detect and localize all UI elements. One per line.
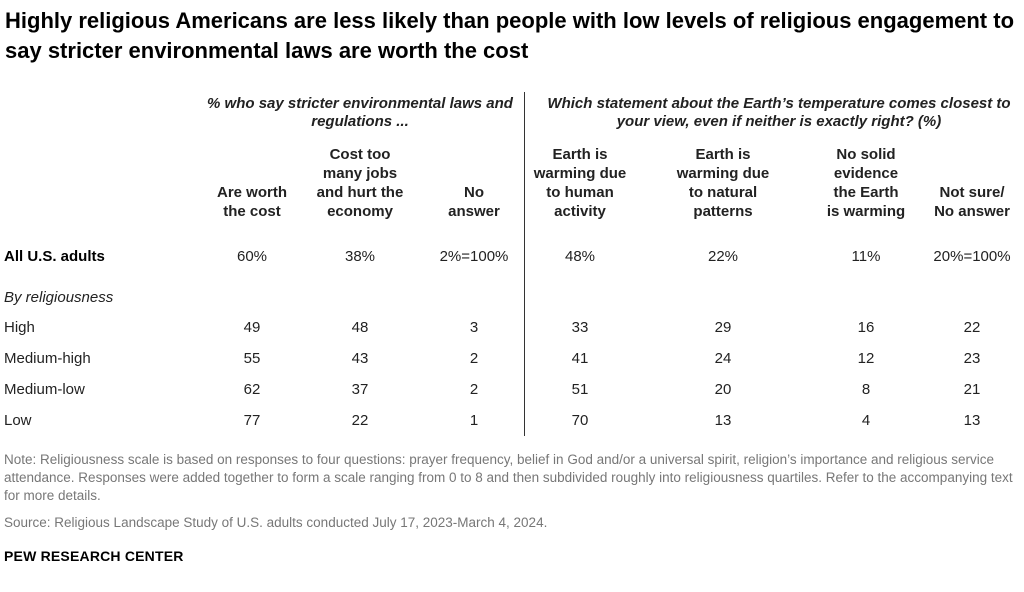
column-header-line: is warming	[826, 203, 906, 220]
column-header-line: Cost too	[329, 146, 391, 163]
column-header-line: No	[464, 184, 484, 201]
column-header-line: economy	[327, 203, 393, 220]
column-header-line: evidence	[833, 165, 899, 182]
column-header-no-answer-laws: No answer	[434, 141, 514, 221]
cell-medium-low-cost-jobs: 37	[351, 381, 369, 398]
column-header-line: No answer	[934, 203, 1010, 220]
column-header-line: warming due	[533, 165, 627, 182]
cell-high-no-answer-laws: 3	[469, 319, 479, 336]
cell-medium-high-worth-cost: 55	[243, 350, 261, 367]
cell-medium-high-not-sure: 23	[963, 350, 981, 367]
column-header-line: many jobs	[322, 165, 398, 182]
row-label-all-us-adults: All U.S. adults	[4, 248, 105, 265]
cell-high-worth-cost: 49	[243, 319, 261, 336]
column-header-natural-patterns: Earth is warming due to natural patterns	[663, 141, 783, 221]
row-label-low: Low	[4, 412, 32, 429]
cell-low-no-evidence: 4	[861, 412, 871, 429]
chart-title: Highly religious Americans are less like…	[5, 8, 1015, 63]
cell-low-not-sure: 13	[963, 412, 981, 429]
cell-low-human-activity: 70	[571, 412, 589, 429]
column-header-line: answer	[448, 203, 500, 220]
cell-all-us-adults-cost-jobs: 38%	[344, 248, 376, 265]
cell-low-no-answer-laws: 1	[469, 412, 479, 429]
column-header-line: the cost	[223, 203, 281, 220]
column-header-line: to natural	[688, 184, 758, 201]
column-divider	[524, 92, 525, 436]
cell-high-human-activity: 33	[571, 319, 589, 336]
column-header-line: No solid	[836, 146, 896, 163]
cell-medium-low-not-sure: 21	[963, 381, 981, 398]
cell-medium-high-human-activity: 41	[571, 350, 589, 367]
cell-medium-high-no-answer-laws: 2	[469, 350, 479, 367]
cell-high-cost-jobs: 48	[351, 319, 369, 336]
cell-all-us-adults-worth-cost: 60%	[236, 248, 268, 265]
column-header-line: Earth is	[552, 146, 608, 163]
brand-logo-text: PEW RESEARCH CENTER	[4, 548, 184, 564]
column-header-line: activity	[554, 203, 606, 220]
cell-low-natural-patterns: 13	[714, 412, 732, 429]
column-header-no-evidence: No solid evidence the Earth is warming	[806, 141, 926, 221]
chart-note: Note: Religiousness scale is based on re…	[4, 452, 1013, 503]
column-header-cost-jobs: Cost too many jobs and hurt the economy	[305, 141, 415, 221]
row-label-medium-high: Medium-high	[4, 350, 91, 367]
cell-all-us-adults-no-answer-laws: 2%=100%	[439, 248, 509, 265]
cell-high-natural-patterns: 29	[714, 319, 732, 336]
cell-medium-low-no-evidence: 8	[861, 381, 871, 398]
column-header-line: Not sure/	[939, 184, 1005, 201]
column-header-line: Are worth	[216, 184, 287, 201]
cell-medium-high-cost-jobs: 43	[351, 350, 369, 367]
cell-low-cost-jobs: 22	[351, 412, 369, 429]
column-header-line: Earth is	[695, 146, 751, 163]
cell-all-us-adults-not-sure: 20%=100%	[933, 248, 1011, 265]
cell-all-us-adults-human-activity: 48%	[564, 248, 596, 265]
column-header-line: warming due	[676, 165, 770, 182]
cell-medium-high-natural-patterns: 24	[714, 350, 732, 367]
cell-high-no-evidence: 16	[857, 319, 875, 336]
column-header-line: patterns	[693, 203, 753, 220]
cell-high-not-sure: 22	[963, 319, 981, 336]
column-header-line: to human	[546, 184, 614, 201]
cell-all-us-adults-natural-patterns: 22%	[707, 248, 739, 265]
cell-medium-low-worth-cost: 62	[243, 381, 261, 398]
row-label-high: High	[4, 319, 35, 336]
column-header-not-sure: Not sure/No answer	[917, 141, 1024, 221]
cell-medium-low-no-answer-laws: 2	[469, 381, 479, 398]
section-label-religiousness: By religiousness	[4, 289, 114, 306]
group-header-earth-temperature: Which statement about the Earth’s temper…	[547, 95, 1011, 130]
cell-all-us-adults-no-evidence: 11%	[851, 248, 881, 265]
cell-low-worth-cost: 77	[243, 412, 261, 429]
cell-medium-low-natural-patterns: 20	[714, 381, 732, 398]
column-header-worth-cost: Are worth the cost	[197, 141, 307, 221]
column-header-line: the Earth	[833, 184, 899, 201]
column-header-line: and hurt the	[316, 184, 404, 201]
cell-medium-low-human-activity: 51	[571, 381, 589, 398]
cell-medium-high-no-evidence: 12	[857, 350, 875, 367]
chart-source: Source: Religious Landscape Study of U.S…	[4, 515, 548, 530]
group-header-environmental-laws: % who say stricter environmental laws an…	[207, 95, 513, 130]
column-header-human-activity: Earth is warming due to human activity	[525, 141, 635, 221]
row-label-medium-low: Medium-low	[4, 381, 85, 398]
